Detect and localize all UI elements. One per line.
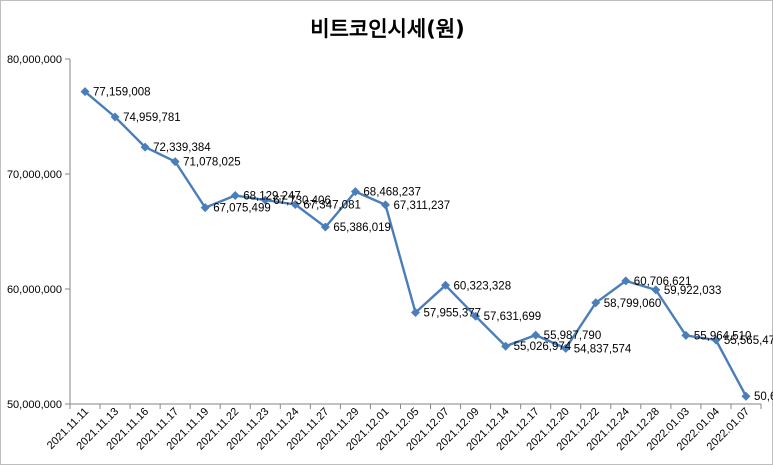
data-point (380, 200, 390, 210)
data-point (110, 112, 120, 122)
data-label: 71,078,025 (183, 157, 241, 169)
data-label: 72,339,384 (153, 142, 211, 154)
data-point (561, 343, 571, 353)
y-tick-label: 50,000,000 (7, 399, 62, 411)
data-point (501, 341, 511, 351)
data-label: 59,922,033 (664, 285, 722, 297)
data-point (621, 276, 631, 286)
data-label: 67,311,237 (393, 200, 450, 212)
data-label: 60,706,621 (634, 276, 692, 288)
data-label: 55,565,473 (724, 335, 773, 347)
data-point (591, 298, 601, 308)
data-point (471, 311, 481, 321)
data-label: 54,837,574 (574, 343, 632, 355)
series-line (84, 90, 748, 397)
y-tick-label: 80,000,000 (7, 54, 62, 66)
y-tick-label: 60,000,000 (7, 284, 62, 296)
data-point (230, 191, 240, 201)
data-point (651, 285, 661, 295)
data-point (140, 142, 150, 152)
data-point (741, 391, 751, 401)
data-point (350, 187, 360, 197)
data-label: 67,730,406 (273, 195, 331, 207)
data-label: 74,959,781 (123, 112, 181, 124)
data-point (260, 195, 270, 205)
data-label: 55,964,510 (694, 330, 752, 342)
data-label: 68,468,237 (363, 187, 421, 199)
data-label: 68,129,247 (243, 191, 301, 203)
data-point (441, 280, 451, 290)
data-label: 65,386,019 (333, 222, 391, 234)
y-tick-label: 70,000,000 (7, 169, 62, 181)
data-label: 50,674,487 (754, 391, 773, 403)
data-label: 67,075,499 (213, 203, 271, 215)
data-label: 67,347,081 (303, 200, 361, 212)
data-point (200, 203, 210, 213)
data-label: 55,026,974 (514, 341, 572, 353)
chart-title: 비트코인시세(원) (310, 17, 465, 41)
data-point (681, 330, 691, 340)
data-label: 60,323,328 (454, 280, 512, 292)
data-point (531, 330, 541, 340)
data-point (711, 335, 721, 345)
data-point (290, 200, 300, 210)
data-label: 77,159,008 (93, 87, 151, 99)
data-label: 57,631,699 (484, 311, 542, 323)
data-label: 57,955,377 (424, 308, 482, 320)
data-label: 58,799,060 (604, 298, 662, 310)
data-point (411, 308, 420, 318)
data-point (80, 87, 90, 97)
data-point (320, 222, 330, 232)
data-point (170, 157, 180, 167)
data-label: 55,987,790 (544, 330, 602, 342)
